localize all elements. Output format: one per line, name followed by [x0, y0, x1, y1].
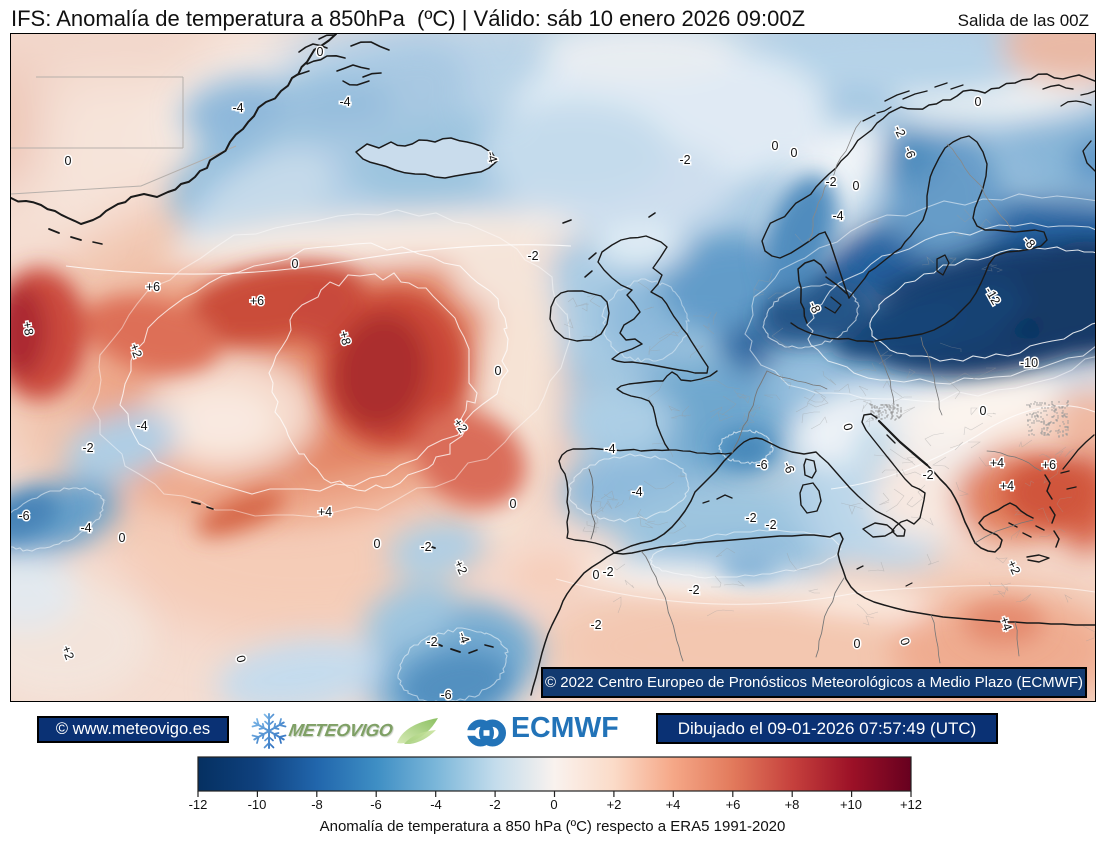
- svg-text:0: 0: [980, 404, 987, 418]
- svg-text:-4: -4: [832, 209, 843, 223]
- svg-text:0: 0: [975, 95, 982, 109]
- svg-text:0: 0: [317, 45, 324, 59]
- svg-text:-2: -2: [590, 618, 601, 632]
- svg-text:-4: -4: [136, 419, 147, 433]
- svg-text:-2: -2: [765, 518, 776, 532]
- svg-text:-2: -2: [420, 540, 431, 554]
- svg-text:0: 0: [374, 537, 381, 551]
- svg-text:0: 0: [791, 146, 798, 160]
- svg-text:+6: +6: [146, 280, 160, 294]
- svg-text:-2: -2: [745, 511, 756, 525]
- svg-text:0: 0: [65, 154, 72, 168]
- svg-text:-4: -4: [631, 485, 642, 499]
- svg-text:+8: +8: [336, 329, 353, 346]
- svg-text:+6: +6: [250, 294, 264, 308]
- svg-text:-2: -2: [527, 249, 538, 263]
- svg-text:-2: -2: [825, 175, 836, 189]
- svg-text:0: 0: [853, 179, 860, 193]
- svg-text:-10: -10: [1020, 356, 1038, 370]
- svg-text:-2: -2: [922, 468, 933, 482]
- svg-text:-2: -2: [82, 441, 93, 455]
- svg-text:-4: -4: [484, 150, 500, 164]
- svg-text:-6: -6: [18, 509, 29, 523]
- svg-text:+2: +2: [59, 644, 77, 662]
- svg-text:0: 0: [854, 637, 861, 651]
- svg-text:+4: +4: [997, 615, 1015, 633]
- svg-text:+4: +4: [318, 505, 332, 519]
- svg-text:-4: -4: [232, 101, 243, 115]
- svg-text:0: 0: [772, 139, 779, 153]
- svg-text:+8: +8: [20, 320, 36, 337]
- svg-text:-2: -2: [688, 583, 699, 597]
- svg-text:0: 0: [593, 568, 600, 582]
- svg-text:-2: -2: [426, 635, 437, 649]
- svg-text:-4: -4: [80, 521, 91, 535]
- svg-text:-4: -4: [604, 442, 615, 456]
- svg-text:0: 0: [119, 531, 126, 545]
- svg-text:-6: -6: [756, 458, 767, 472]
- svg-text:+2: +2: [127, 342, 145, 360]
- svg-text:-2: -2: [679, 153, 690, 167]
- svg-text:0: 0: [510, 497, 517, 511]
- svg-text:+6: +6: [1042, 458, 1056, 472]
- svg-text:-4: -4: [339, 95, 350, 109]
- svg-text:-2: -2: [602, 565, 613, 579]
- svg-text:0: 0: [292, 257, 299, 271]
- svg-text:+4: +4: [990, 456, 1004, 470]
- svg-text:+4: +4: [1000, 479, 1014, 493]
- svg-text:-6: -6: [440, 688, 451, 701]
- svg-text:0: 0: [495, 364, 502, 378]
